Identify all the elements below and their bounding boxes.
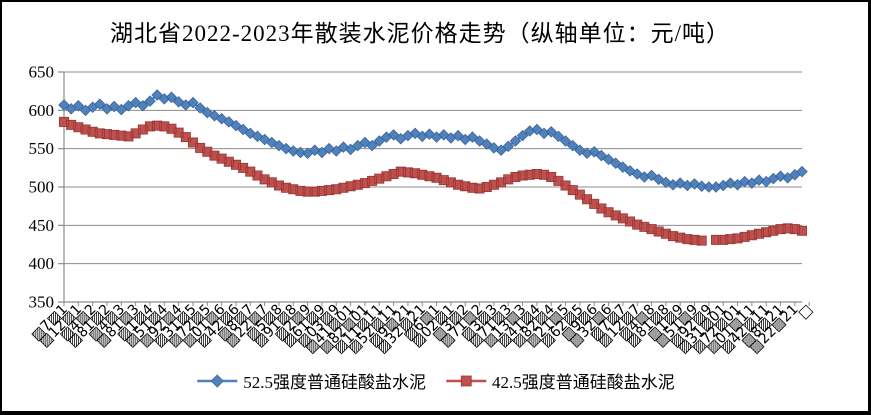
legend-label-42-5: 42.5强度普通硅酸盐水泥 [492,373,675,392]
y-axis-label: 650 [29,63,55,82]
y-axis-label: 350 [29,293,55,312]
chart-plot: 350400450500550600650▨7▨1▨12▨1▨4▨2▨81▨2▨… [28,63,816,357]
series-markers-0 [58,89,808,193]
chart-title: 湖北省2022-2023年散装水泥价格走势（纵轴单位：元/吨） [109,21,731,46]
legend-item-52-5[interactable]: 52.5强度普通硅酸盐水泥 [195,368,426,393]
legend: 52.5强度普通硅酸盐水泥 42.5强度普通硅酸盐水泥 [195,368,675,393]
legend-marker-diamond-icon [197,373,238,388]
y-axis-label: 450 [29,216,55,235]
y-axis-label: 550 [29,139,55,158]
legend-label-52-5: 52.5强度普通硅酸盐水泥 [243,373,426,392]
y-axis-label: 400 [29,254,55,273]
legend-marker-square-icon [446,375,486,386]
legend-item-42-5[interactable]: 42.5强度普通硅酸盐水泥 [444,368,675,393]
y-axis-label: 500 [29,178,55,197]
x-axis-label: □ [795,302,816,323]
diamond-marker-icon [210,373,224,388]
square-marker-icon [460,375,472,386]
series-markers-1 [59,116,807,246]
y-axis-label: 600 [29,101,55,120]
